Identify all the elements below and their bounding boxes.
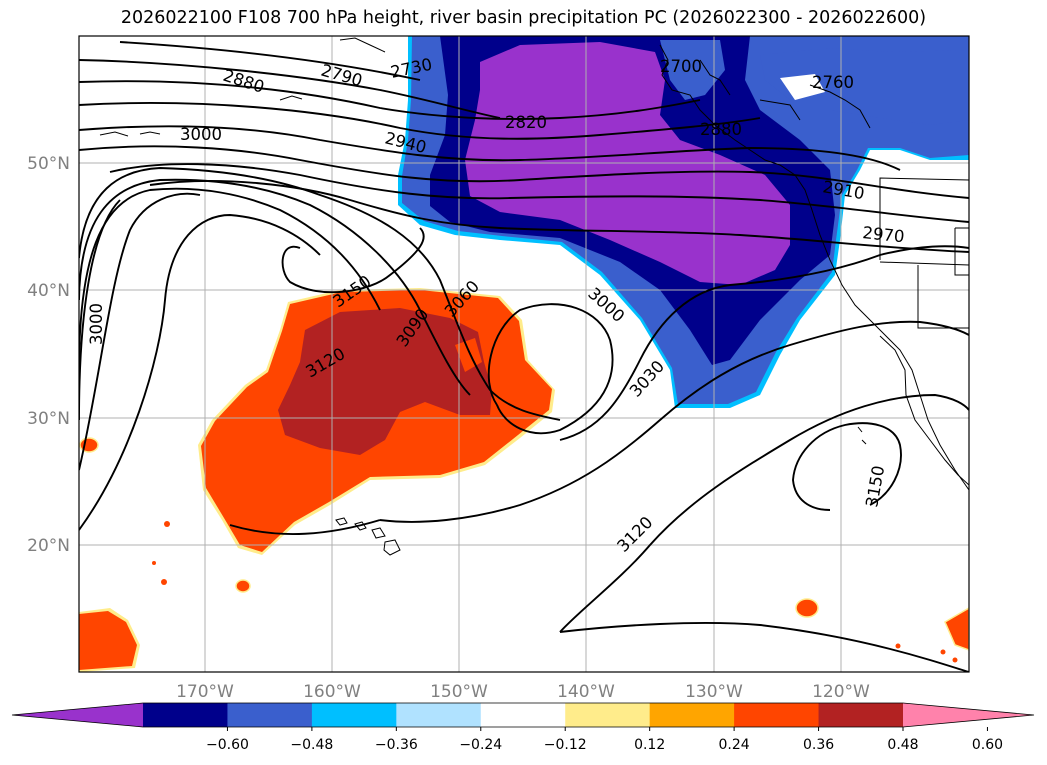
colorbar-tick-label: −0.12 bbox=[544, 737, 587, 753]
gridlines bbox=[79, 36, 969, 672]
colorbar-bin bbox=[311, 703, 397, 727]
colorbar-bin bbox=[818, 703, 904, 727]
colorbar-tick-label: 0.12 bbox=[634, 737, 665, 753]
colorbar-tick-label: −0.48 bbox=[290, 737, 333, 753]
lon-label-130w: 130°W bbox=[685, 682, 743, 702]
colorbar-tick-label: 0.48 bbox=[887, 737, 918, 753]
colorbar-bin bbox=[480, 703, 566, 727]
contour-label: 2700 bbox=[660, 57, 702, 76]
lat-label-50n: 50°N bbox=[27, 154, 70, 174]
colorbar-bin bbox=[143, 703, 228, 727]
colorbar-bin bbox=[227, 703, 313, 727]
colorbar-tick-labels: −0.60 −0.48 −0.36 −0.24 −0.12 0.12 0.24 0.36 0.4… bbox=[206, 727, 1003, 753]
negative-anomaly-gap bbox=[660, 40, 725, 100]
colorbar-tick-label: 0.36 bbox=[803, 737, 834, 753]
contour-label: 2880 bbox=[700, 120, 742, 139]
height-contours bbox=[79, 41, 969, 672]
lat-label-20n: 20°N bbox=[27, 536, 70, 556]
positive-dot-6 bbox=[152, 561, 156, 565]
colorbar-bin bbox=[734, 703, 820, 727]
map-frame bbox=[78, 35, 970, 673]
contour-label: 3000 bbox=[87, 303, 106, 345]
colorbar-tick-label: −0.36 bbox=[375, 737, 418, 753]
lon-label-170w: 170°W bbox=[176, 682, 234, 702]
colorbar bbox=[11, 702, 1035, 728]
colorbar-bin bbox=[649, 703, 735, 727]
lat-label-30n: 30°N bbox=[27, 409, 70, 429]
positive-blob-4 bbox=[944, 607, 969, 651]
lon-label-160w: 160°W bbox=[303, 682, 361, 702]
contour-label: 2760 bbox=[812, 73, 854, 92]
positive-dot-1 bbox=[164, 521, 170, 527]
positive-blob-3 bbox=[795, 598, 819, 618]
colorbar-outline bbox=[11, 702, 1035, 728]
lon-label-120w: 120°W bbox=[812, 682, 870, 702]
contour-label: 3000 bbox=[180, 125, 222, 144]
positive-dot-2 bbox=[161, 579, 167, 585]
coastlines bbox=[659, 44, 969, 491]
figure-title: 2026022100 F108 700 hPa height, river ba… bbox=[120, 8, 927, 28]
contour-label: 2820 bbox=[505, 113, 547, 132]
positive-dot-3 bbox=[895, 643, 901, 649]
latitude-labels: 50°N 40°N 30°N 20°N bbox=[27, 154, 70, 556]
colorbar-tick-label: −0.60 bbox=[206, 737, 249, 753]
lon-label-150w: 150°W bbox=[430, 682, 488, 702]
negative-anomaly-east bbox=[760, 48, 969, 125]
colorbar-extend-max bbox=[903, 703, 1034, 727]
positive-dot-5 bbox=[952, 657, 958, 663]
lon-label-140w: 140°W bbox=[557, 682, 615, 702]
colorbar-tick-label: 0.60 bbox=[972, 737, 1003, 753]
contour-label: 2970 bbox=[862, 223, 906, 246]
islands bbox=[99, 37, 867, 556]
colorbar-extend-min bbox=[12, 703, 143, 727]
positive-anomaly-sw-inner bbox=[79, 611, 137, 670]
positive-blob-2 bbox=[235, 579, 251, 593]
negative-anomaly-east-white bbox=[780, 74, 825, 100]
colorbar-bin bbox=[565, 703, 651, 727]
longitude-labels: 170°W 160°W 150°W 140°W 130°W 120°W bbox=[176, 682, 870, 702]
lat-label-40n: 40°N bbox=[27, 281, 70, 301]
colorbar-bin bbox=[396, 703, 482, 727]
colorbar-tick-label: 0.24 bbox=[719, 737, 750, 753]
colorbar-tick-label: −0.24 bbox=[459, 737, 502, 753]
positive-dot-4 bbox=[940, 649, 946, 655]
